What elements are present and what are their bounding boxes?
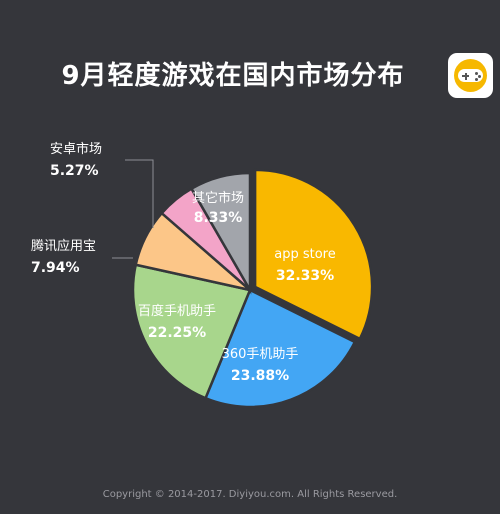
pie-slice-app-store xyxy=(253,168,374,341)
slice-label-other-markets: 其它市场 xyxy=(192,190,244,206)
slice-value-baidu-assistant: 22.25% xyxy=(148,325,206,341)
slice-label-baidu-assistant: 百度手机助手 xyxy=(138,303,216,319)
pie-slice-other-markets xyxy=(189,171,252,295)
gamepad-icon xyxy=(448,53,493,98)
pie-slice-baidu-assistant xyxy=(131,263,252,400)
copyright-footer: Copyright © 2014-2017. Diyiyou.com. All … xyxy=(102,489,398,500)
slice-label-tencent-myapp: 腾讯应用宝 xyxy=(31,238,96,254)
leader-line-android-market xyxy=(125,159,154,228)
slice-label-360-assistant: 360手机助手 xyxy=(222,347,299,362)
page-title: 9月轻度游戏在国内市场分布 xyxy=(61,61,405,91)
pie-slice-360-assistant xyxy=(203,288,357,409)
slice-value-android-market: 5.27% xyxy=(50,163,99,179)
slice-value-other-markets: 8.33% xyxy=(194,210,243,226)
slice-value-360-assistant: 23.88% xyxy=(231,368,289,384)
slice-label-app-store: app store xyxy=(274,247,335,262)
slice-value-app-store: 32.33% xyxy=(276,268,334,284)
slice-label-android-market: 安卓市场 xyxy=(50,141,102,157)
slice-value-tencent-myapp: 7.94% xyxy=(31,260,80,276)
